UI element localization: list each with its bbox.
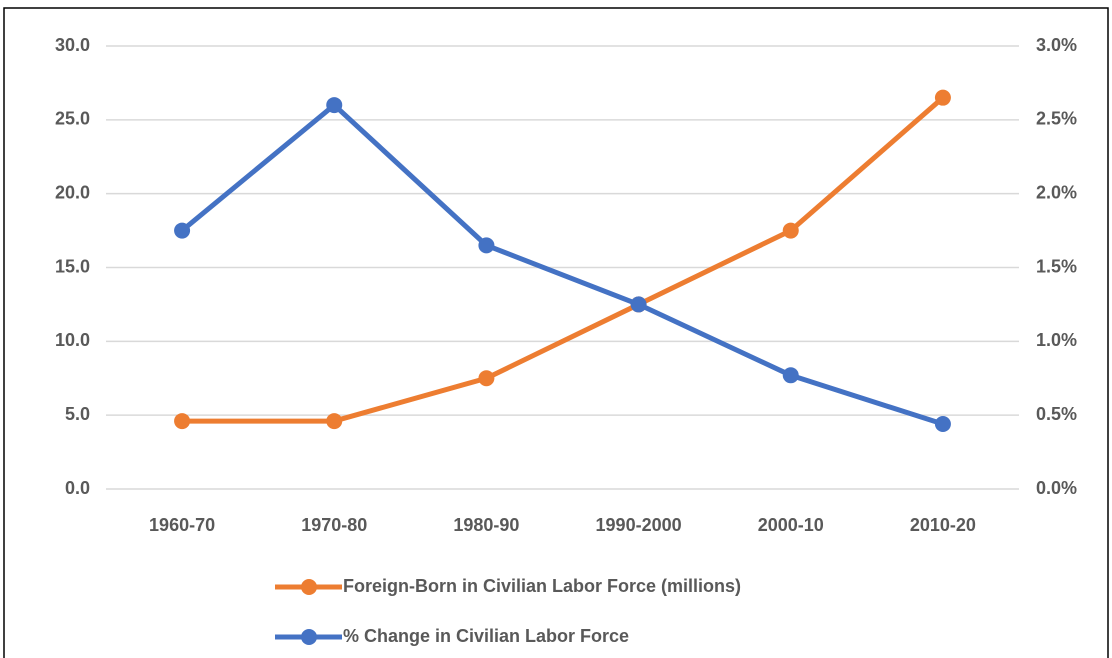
point bbox=[782, 367, 799, 384]
y-tick-label: 30.0 bbox=[55, 35, 90, 55]
series-line bbox=[180, 102, 944, 427]
y-tick-label: 0.0 bbox=[65, 478, 90, 498]
point bbox=[934, 89, 951, 106]
y2-tick-label: 0.5% bbox=[1036, 404, 1077, 424]
legend-label: % Change in Civilian Labor Force bbox=[343, 626, 629, 646]
x-tick-label: 1990-2000 bbox=[596, 515, 682, 535]
legend-marker bbox=[301, 629, 317, 645]
legend-label: Foreign-Born in Civilian Labor Force (mi… bbox=[343, 576, 741, 596]
point bbox=[478, 237, 495, 254]
x-tick-label: 1980-90 bbox=[453, 515, 519, 535]
point bbox=[326, 413, 343, 430]
y2-tick-label: 3.0% bbox=[1036, 35, 1077, 55]
y-tick-label: 5.0 bbox=[65, 404, 90, 424]
point bbox=[326, 97, 343, 114]
y-tick-label: 25.0 bbox=[55, 109, 90, 129]
x-tick-label: 2010-20 bbox=[910, 515, 976, 535]
y2-tick-label: 1.0% bbox=[1036, 330, 1077, 350]
legend-marker bbox=[301, 579, 317, 595]
x-tick-label: 2000-10 bbox=[758, 515, 824, 535]
y2-tick-label: 0.0% bbox=[1036, 478, 1077, 498]
x-tick-label: 1960-70 bbox=[149, 515, 215, 535]
y2-tick-label: 2.5% bbox=[1036, 109, 1077, 129]
series-line bbox=[182, 95, 945, 424]
y-tick-label: 10.0 bbox=[55, 330, 90, 350]
y-tick-label: 20.0 bbox=[55, 182, 90, 202]
chart-border bbox=[3, 7, 1109, 658]
point bbox=[478, 370, 495, 387]
y2-tick-label: 1.5% bbox=[1036, 256, 1077, 276]
point bbox=[174, 222, 191, 239]
point bbox=[934, 416, 951, 433]
x-tick-label: 1970-80 bbox=[301, 515, 367, 535]
point bbox=[174, 413, 191, 430]
point bbox=[630, 296, 647, 313]
y2-tick-label: 2.0% bbox=[1036, 182, 1077, 202]
point bbox=[782, 222, 799, 239]
y-tick-label: 15.0 bbox=[55, 256, 90, 276]
